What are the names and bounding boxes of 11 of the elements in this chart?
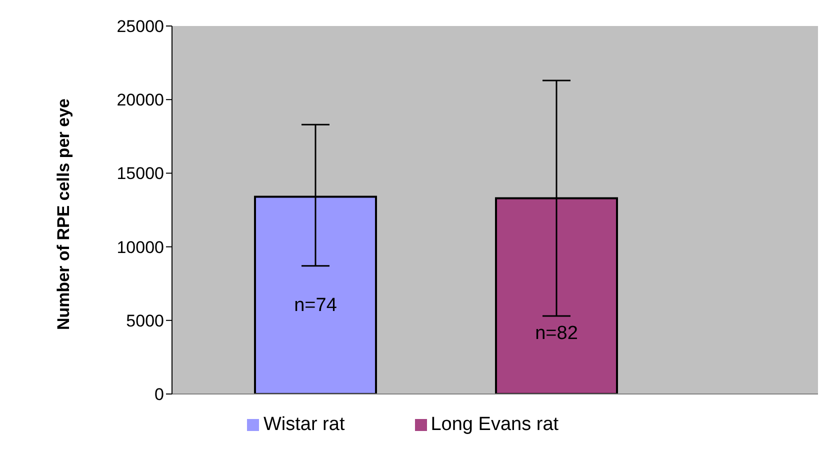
legend-label: Long Evans rat <box>430 414 559 435</box>
legend-label: Wistar rat <box>263 414 345 435</box>
y-tick-label: 20000 <box>116 90 164 110</box>
y-tick-label: 0 <box>154 385 164 404</box>
annotation: n=74 <box>294 295 338 316</box>
y-tick-label: 25000 <box>116 17 164 36</box>
y-tick-label: 5000 <box>126 311 164 330</box>
annotation: n=82 <box>535 323 578 344</box>
y-tick-label: 10000 <box>116 238 164 257</box>
y-tick-label: 15000 <box>116 164 164 184</box>
y-axis-title: Number of RPE cells per eye <box>54 98 74 330</box>
